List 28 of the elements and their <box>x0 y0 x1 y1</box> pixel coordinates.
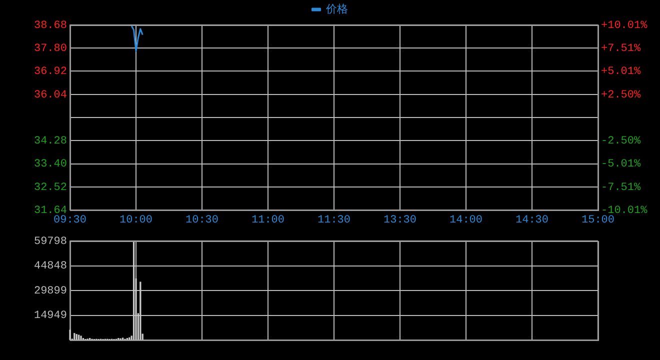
x-tick-label: 09:30 <box>53 214 87 227</box>
legend-label: 价格 <box>324 3 348 16</box>
x-tick-label: 11:00 <box>251 214 285 227</box>
y-tick-label: 36.92 <box>34 66 67 78</box>
y2-tick-label: -7.51% <box>601 182 642 194</box>
y2-tick-label: +5.01% <box>601 66 642 78</box>
y-tick-label: 32.52 <box>34 182 67 194</box>
x-tick-label: 11:30 <box>317 214 351 227</box>
y2-tick-label: +2.50% <box>601 89 642 102</box>
x-tick-label: 14:00 <box>449 214 483 227</box>
x-tick-label: 14:30 <box>515 214 549 227</box>
x-tick-label: 13:30 <box>383 214 417 227</box>
x-tick-label: 10:30 <box>185 214 219 227</box>
y2-tick-label: +7.51% <box>601 43 642 56</box>
x-tick-label: 15:00 <box>581 214 615 227</box>
y-tick-label: 38.68 <box>34 20 67 32</box>
y-tick-label: 44848 <box>34 260 67 273</box>
y-tick-label: 59798 <box>34 236 67 248</box>
y2-tick-label: -5.01% <box>601 158 642 171</box>
x-tick-label: 10:00 <box>119 214 153 227</box>
y-tick-label: 33.40 <box>34 158 67 171</box>
y-tick-label: 34.28 <box>34 136 67 148</box>
y-tick-label: 36.04 <box>34 89 68 102</box>
y2-tick-label: +10.01% <box>601 20 648 32</box>
y2-tick-label: -2.50% <box>601 136 642 148</box>
y-tick-label: 14949 <box>34 310 67 322</box>
y-tick-label: 29899 <box>34 285 67 298</box>
y-tick-label: 37.80 <box>34 43 67 56</box>
